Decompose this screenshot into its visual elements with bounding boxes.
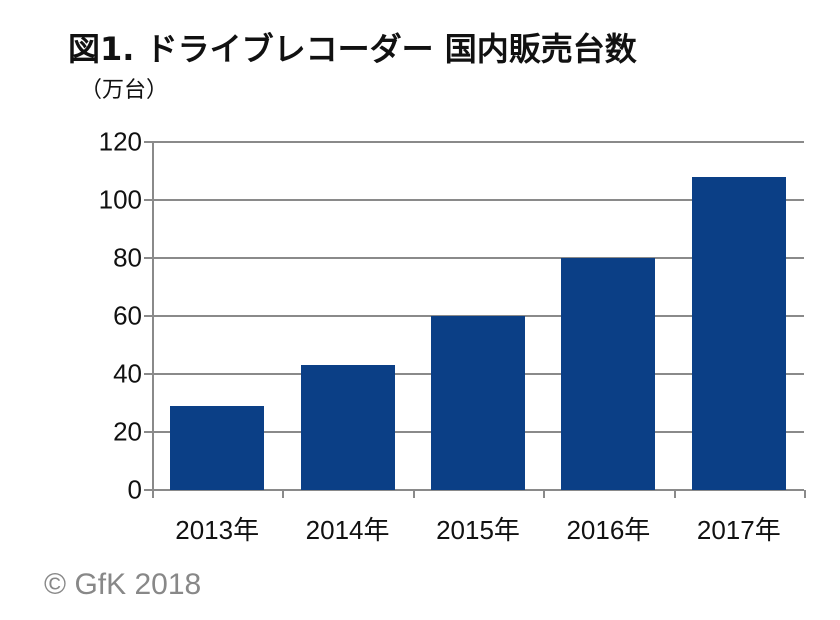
y-tick [144,373,152,375]
x-tick [152,490,154,498]
plot-area [144,141,806,498]
bar-2015年 [431,316,525,490]
copyright-text: © GfK 2018 [44,568,202,601]
y-tick [144,257,152,259]
chart-title: 図1. ドライブレコーダー 国内販売台数 [68,30,637,68]
y-tick [144,315,152,317]
gridline [152,257,804,259]
bar-2016年 [561,258,656,490]
y-tick-label: 20 [113,416,142,447]
y-tick-label: 120 [98,126,142,157]
x-tick-label: 2013年 [175,515,260,545]
y-tick [144,431,152,433]
x-tick [673,490,676,498]
x-tick [543,490,546,498]
bar-2017年 [691,176,786,490]
y-tick [144,489,152,491]
gridline [152,141,804,143]
x-tick-label: 2017年 [696,515,781,545]
y-tick-label: 40 [113,358,142,389]
bar-2014年 [300,365,395,490]
gridline [152,199,804,201]
y-tick-label: 80 [113,242,142,273]
y-tick-label: 0 [127,474,142,505]
y-tick-label: 100 [98,184,142,215]
x-tick-label: 2015年 [436,515,520,545]
y-tick [144,141,152,143]
x-tick [412,490,415,498]
x-tick-label: 2016年 [566,515,651,545]
y-tick [144,199,152,201]
unit-label: （万台） [80,78,169,103]
bar-2013年 [170,405,265,490]
x-tick [282,490,285,498]
x-tick-label: 2014年 [305,515,390,545]
x-tick [804,490,806,498]
gridline [152,489,804,491]
y-tick-label: 60 [113,300,142,331]
